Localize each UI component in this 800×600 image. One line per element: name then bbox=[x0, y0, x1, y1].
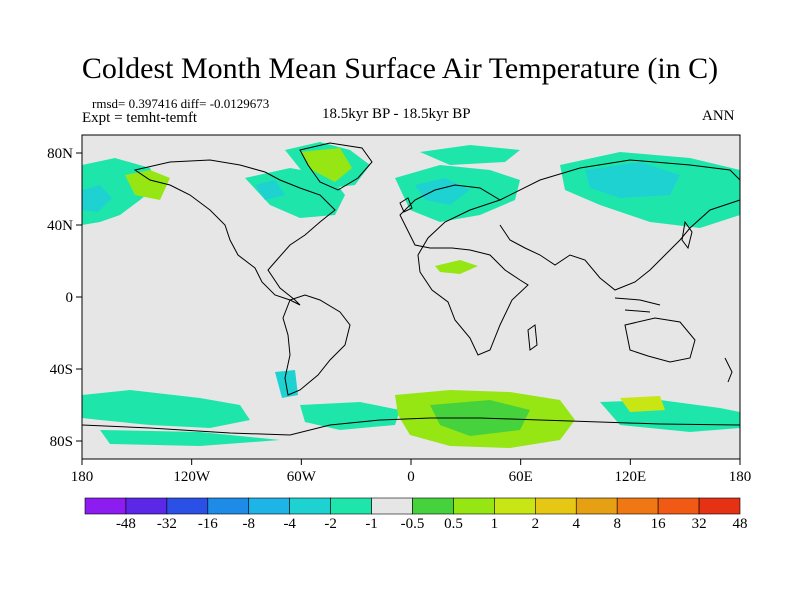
anomaly-south-indian-positive bbox=[620, 396, 665, 412]
coastline-british-isles bbox=[399, 197, 413, 213]
coastline-europe-africa bbox=[399, 184, 529, 356]
colorbar-label: 16 bbox=[650, 516, 666, 532]
coastline-indonesia bbox=[614, 297, 661, 313]
colorbar-swatch bbox=[166, 497, 209, 515]
lat-tick-label: 40N bbox=[47, 218, 73, 234]
anomaly-ross-sea bbox=[100, 430, 280, 446]
colorbar-swatch bbox=[248, 497, 290, 515]
anomaly-weddell bbox=[300, 402, 400, 430]
colorbar-swatch bbox=[207, 497, 250, 515]
lon-tick-label: 120E bbox=[614, 469, 646, 485]
anomaly-southern-pacific bbox=[82, 390, 250, 428]
subtitle: 18.5kyr BP - 18.5kyr BP bbox=[322, 106, 471, 122]
map-plot-area bbox=[81, 134, 741, 460]
coastline-antarctica bbox=[81, 417, 741, 436]
page-title: Coldest Month Mean Surface Air Temperatu… bbox=[81, 52, 719, 85]
colorbar-label: 8 bbox=[613, 516, 621, 532]
colorbar-label: -2 bbox=[324, 516, 337, 532]
colorbar-label: -1 bbox=[365, 516, 378, 532]
colorbar-swatch bbox=[494, 497, 536, 515]
season-label: ANN bbox=[702, 108, 735, 124]
stats-line: rmsd= 0.397416 diff= -0.0129673 bbox=[92, 96, 270, 111]
colorbar-label: 48 bbox=[732, 516, 748, 532]
colorbar-swatch bbox=[698, 497, 741, 515]
lon-tick-label: 60E bbox=[509, 469, 533, 485]
experiment-label: Expt = temht-temft bbox=[82, 110, 198, 126]
longitude-axis: 180 120W 60W 0 60E 120E 180 bbox=[71, 459, 752, 485]
colorbar-label: -8 bbox=[242, 516, 256, 532]
colorbar-swatch bbox=[453, 497, 495, 515]
anomaly-arctic-east bbox=[420, 145, 520, 165]
anomaly-siberia-core bbox=[585, 162, 680, 198]
anomaly-north-pacific-core bbox=[82, 185, 112, 212]
anomaly-canada-core bbox=[255, 180, 285, 200]
colorbar-swatch bbox=[616, 497, 659, 515]
coastline-greenland bbox=[299, 142, 373, 191]
coastline-australia bbox=[624, 317, 696, 363]
lat-tick-label: 80N bbox=[47, 146, 73, 162]
colorbar-label: 2 bbox=[531, 516, 540, 532]
coastlines bbox=[81, 142, 741, 436]
coastline-north-america bbox=[133, 159, 336, 306]
colorbar-swatch bbox=[657, 497, 700, 515]
colorbar-swatch bbox=[535, 497, 577, 515]
lon-tick-label: 120W bbox=[173, 469, 211, 485]
colorbar-swatch bbox=[330, 497, 372, 515]
latitude-axis: 80N 40N 0 40S 80S bbox=[47, 146, 82, 450]
colorbar bbox=[84, 497, 741, 515]
coastline-new-zealand bbox=[724, 357, 733, 383]
coastline-madagascar bbox=[527, 324, 538, 351]
colorbar-label: 0.5 bbox=[444, 516, 463, 532]
colorbar-label: 1 bbox=[490, 516, 499, 532]
colorbar-label: -32 bbox=[156, 516, 177, 532]
lon-tick-label: 180 bbox=[71, 469, 94, 485]
anomaly-greenland bbox=[300, 148, 352, 182]
anomaly-fills bbox=[82, 142, 740, 448]
coastline-asia bbox=[499, 159, 741, 291]
lon-tick-label: 60W bbox=[287, 469, 317, 485]
lat-tick-label: 40S bbox=[50, 362, 73, 378]
anomaly-sahara bbox=[435, 260, 478, 274]
colorbar-swatch bbox=[289, 497, 331, 515]
coastline-japan bbox=[681, 220, 693, 250]
colorbar-label: 4 bbox=[572, 516, 581, 532]
colorbar-swatch bbox=[371, 497, 413, 515]
colorbar-label: -48 bbox=[115, 516, 136, 532]
colorbar-label: -16 bbox=[197, 516, 218, 532]
lon-tick-label: 180 bbox=[729, 469, 752, 485]
colorbar-swatch bbox=[84, 497, 127, 515]
colorbar-swatch bbox=[412, 497, 454, 515]
lat-tick-label: 80S bbox=[50, 434, 73, 450]
colorbar-swatch bbox=[125, 497, 168, 515]
lat-tick-label: 0 bbox=[66, 290, 74, 306]
colorbar-swatch bbox=[575, 497, 618, 515]
coastline-south-america bbox=[282, 294, 351, 396]
anomaly-alaska bbox=[125, 170, 170, 200]
lon-tick-label: 0 bbox=[407, 469, 415, 485]
colorbar-label: 32 bbox=[691, 516, 707, 532]
colorbar-label: -4 bbox=[283, 516, 296, 532]
colorbar-label: -0.5 bbox=[400, 516, 425, 532]
